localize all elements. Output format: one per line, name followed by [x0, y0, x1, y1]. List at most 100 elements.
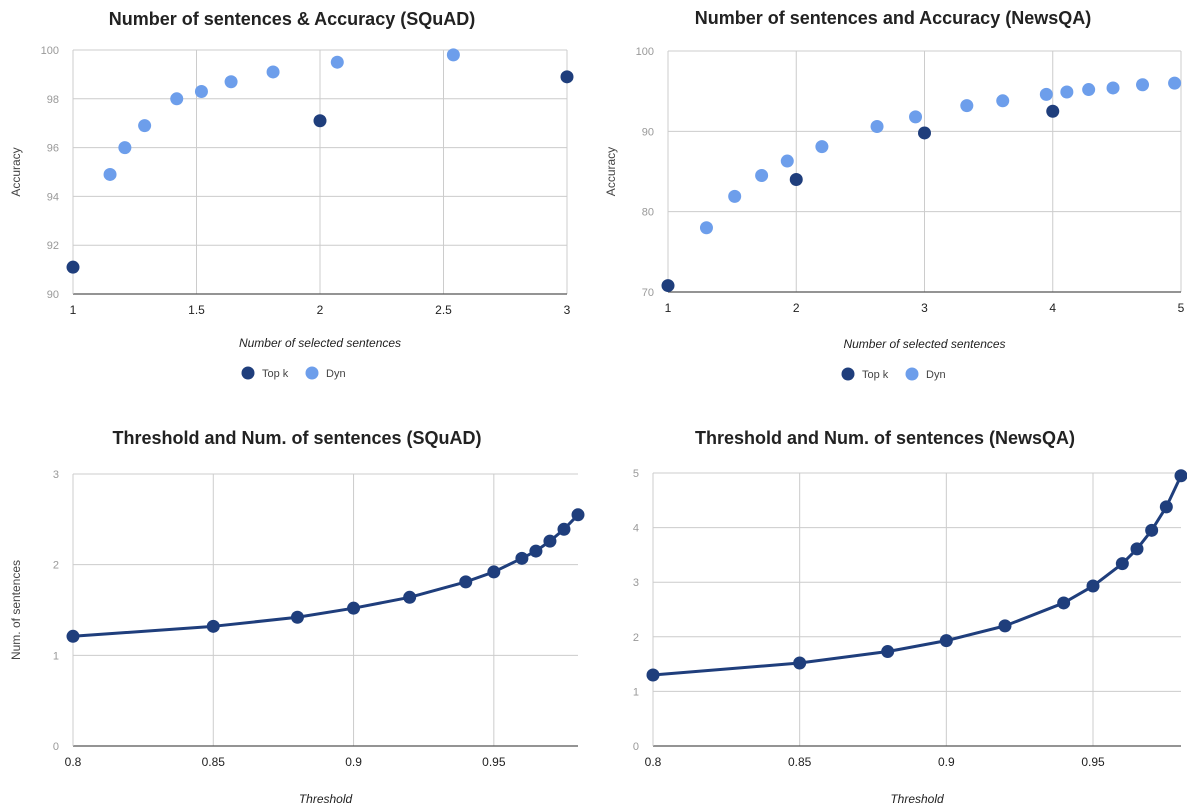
data-point — [118, 141, 132, 155]
data-point — [1168, 76, 1182, 90]
y-tick-label: 3 — [53, 469, 59, 481]
data-point — [290, 610, 304, 624]
data-point — [515, 551, 529, 565]
data-point — [780, 154, 794, 168]
data-point — [960, 99, 974, 113]
data-point — [646, 668, 660, 682]
data-point — [1086, 579, 1100, 593]
y-tick-label: 4 — [633, 523, 639, 535]
data-point — [755, 169, 769, 183]
x-tick-label: 2.5 — [435, 303, 452, 317]
chart-title: Number of sentences & Accuracy (SQuAD) — [109, 9, 475, 29]
x-tick-label: 2 — [793, 301, 800, 315]
data-point — [403, 590, 417, 604]
data-point — [661, 279, 675, 293]
data-point — [793, 656, 807, 670]
legend-label: Dyn — [326, 368, 346, 380]
y-tick-label: 3 — [633, 577, 639, 589]
y-tick-label: 90 — [47, 289, 59, 301]
legend: Top k Dyn — [241, 366, 346, 380]
data-point — [998, 619, 1012, 633]
y-tick-label: 5 — [633, 468, 639, 480]
x-tick-label: 0.85 — [202, 755, 226, 769]
data-point — [1136, 78, 1150, 92]
data-point — [728, 189, 742, 203]
data-point — [560, 70, 574, 84]
x-tick-label: 0.8 — [645, 755, 662, 769]
x-tick-label: 0.8 — [65, 755, 82, 769]
x-tick-label: 0.95 — [1081, 755, 1105, 769]
legend-marker — [841, 367, 855, 381]
x-tick-label: 1 — [665, 301, 672, 315]
y-tick-label: 70 — [642, 287, 654, 299]
x-tick-label: 3 — [921, 301, 928, 315]
x-tick-label: 0.95 — [482, 755, 506, 769]
x-axis-label: Number of selected sentences — [239, 336, 401, 350]
series-dyn — [699, 76, 1182, 235]
x-tick-label: 1.5 — [188, 303, 205, 317]
y-axis-label: Accuracy — [604, 147, 618, 196]
data-point — [1106, 81, 1120, 95]
data-point — [557, 522, 571, 536]
y-tick-label: 1 — [53, 650, 59, 662]
data-point — [1115, 557, 1129, 571]
data-point — [194, 84, 208, 98]
data-point — [1082, 83, 1096, 97]
data-point — [1145, 523, 1159, 537]
y-tick-label: 2 — [53, 560, 59, 572]
data-point — [347, 601, 361, 615]
data-point — [789, 173, 803, 187]
chart-3: Threshold and Num. of sentences (SQuAD) 0… — [9, 428, 585, 806]
data-point — [446, 48, 460, 62]
data-point — [66, 260, 80, 274]
chart-1: Number of sentences & Accuracy (SQuAD) 90… — [9, 9, 574, 380]
y-tick-label: 100 — [41, 45, 59, 57]
data-point — [939, 634, 953, 648]
data-point — [918, 126, 931, 140]
chart-title: Number of sentences and Accuracy (NewsQA… — [695, 8, 1091, 28]
y-tick-label: 92 — [47, 240, 59, 252]
data-point — [66, 629, 80, 643]
data-point — [815, 140, 829, 154]
chart-2: Number of sentences and Accuracy (NewsQA… — [604, 8, 1185, 381]
y-tick-label: 98 — [47, 94, 59, 106]
chart-title: Threshold and Num. of sentences (SQuAD) — [112, 428, 481, 448]
x-tick-label: 3 — [564, 303, 571, 317]
data-point — [1130, 542, 1144, 556]
data-point — [330, 55, 344, 69]
data-point — [1060, 85, 1074, 99]
x-tick-label: 0.9 — [938, 755, 955, 769]
legend-marker — [305, 366, 319, 380]
data-point — [909, 110, 923, 124]
series-top-k — [661, 104, 1060, 293]
series-line — [66, 508, 585, 643]
legend: Top k Dyn — [841, 367, 946, 381]
y-tick-label: 100 — [636, 46, 654, 58]
data-point — [571, 508, 585, 522]
legend-marker — [241, 366, 255, 380]
data-point — [170, 92, 184, 106]
x-tick-label: 1 — [70, 303, 77, 317]
data-point — [543, 534, 557, 548]
series-dyn — [103, 48, 460, 181]
x-axis-label: Threshold — [890, 792, 944, 806]
chart-title: Threshold and Num. of sentences (NewsQA) — [695, 428, 1075, 448]
legend-label: Top k — [862, 369, 889, 381]
data-point — [1174, 469, 1187, 483]
data-point — [1159, 500, 1173, 514]
series-line — [646, 469, 1187, 682]
data-point — [870, 120, 884, 134]
data-point — [1057, 596, 1071, 610]
legend-label: Dyn — [926, 369, 946, 381]
chart-4: Threshold and Num. of sentences (NewsQA)… — [633, 428, 1187, 806]
data-point — [996, 94, 1010, 108]
y-tick-label: 96 — [47, 143, 59, 155]
y-tick-label: 2 — [633, 632, 639, 644]
y-tick-label: 1 — [633, 686, 639, 698]
y-tick-label: 94 — [47, 191, 59, 203]
x-tick-label: 0.9 — [345, 755, 362, 769]
data-point — [266, 65, 280, 79]
legend-marker — [905, 367, 919, 381]
data-point — [206, 619, 220, 633]
